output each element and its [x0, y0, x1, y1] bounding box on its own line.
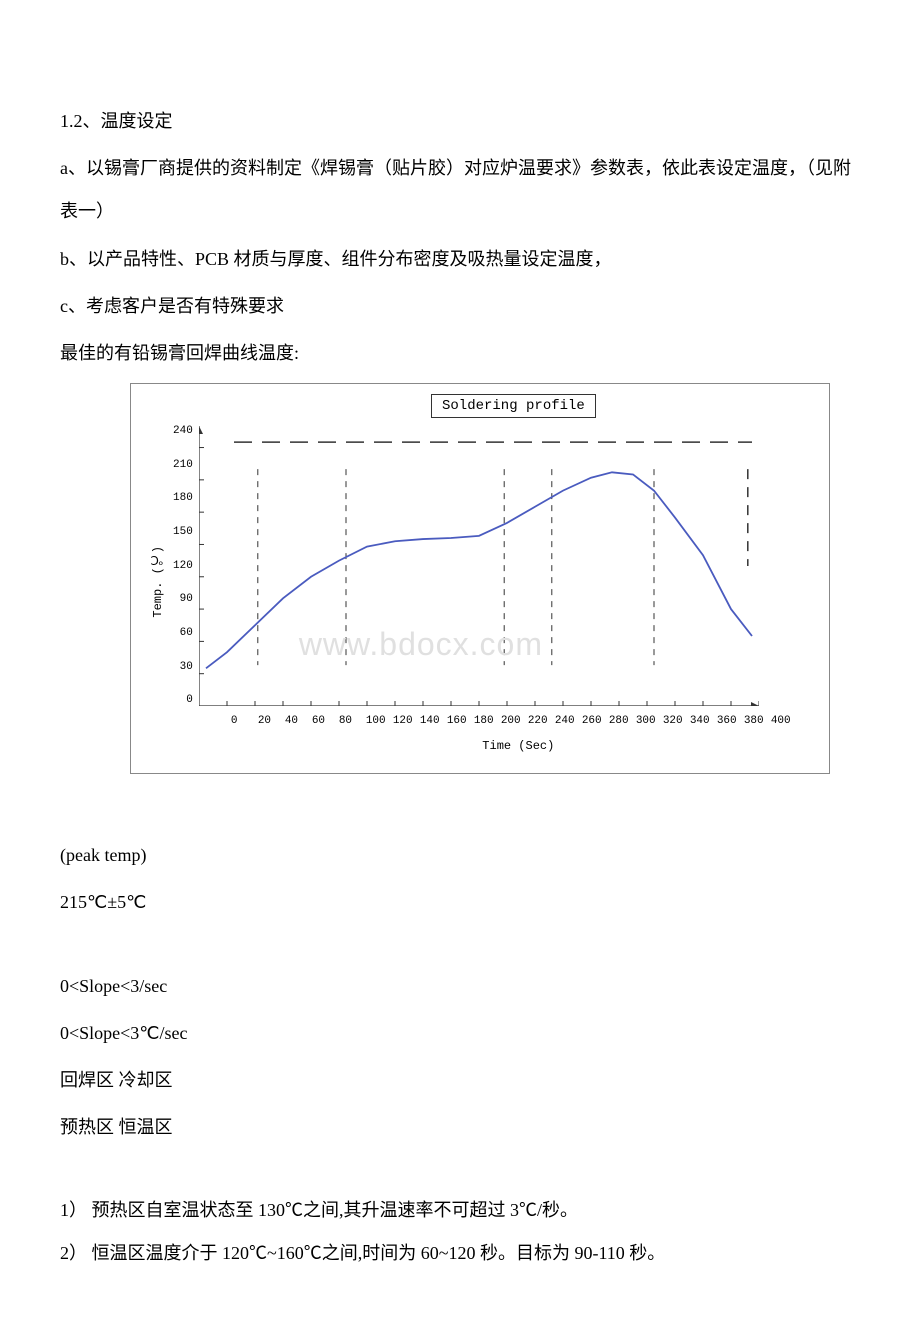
- x-tick: 340: [690, 715, 717, 727]
- paragraph-c: c、考虑客户是否有特殊要求: [60, 285, 860, 328]
- y-tick: 120: [173, 561, 193, 572]
- y-tick: 150: [173, 527, 193, 538]
- x-tick: 60: [312, 715, 339, 727]
- x-tick: 300: [636, 715, 663, 727]
- x-tick: 180: [474, 715, 501, 727]
- peak-temp-value: 215℃±5℃: [60, 881, 860, 924]
- chart-plot: www.bdocx.com: [199, 426, 798, 711]
- x-tick: 320: [663, 715, 690, 727]
- y-tick: 240: [173, 426, 193, 437]
- x-tick: 40: [285, 715, 312, 727]
- y-tick: 60: [173, 628, 193, 639]
- peak-temp-label: (peak temp): [60, 834, 860, 877]
- zones-1: 回焊区 冷却区: [60, 1059, 860, 1102]
- note-2: 2） 恒温区温度介于 120℃~160℃之间,时间为 60~120 秒。目标为 …: [60, 1232, 860, 1275]
- notes-list: 1） 预热区自室温状态至 130℃之间,其升温速率不可超过 3℃/秒。 2） 恒…: [60, 1189, 860, 1275]
- note-1: 1） 预热区自室温状态至 130℃之间,其升温速率不可超过 3℃/秒。: [60, 1189, 860, 1232]
- paragraph-b: b、以产品特性、PCB 材质与厚度、组件分布密度及吸热量设定温度，: [60, 238, 860, 281]
- section-heading: 1.2、温度设定: [60, 100, 860, 143]
- x-tick: 360: [717, 715, 744, 727]
- y-axis-ticks: 240 210 180 150 120 90 60 30 0: [173, 426, 193, 706]
- x-tick: 220: [528, 715, 555, 727]
- x-tick: 260: [582, 715, 609, 727]
- y-tick: 30: [173, 662, 193, 673]
- slope-2: 0<Slope<3℃/sec: [60, 1012, 860, 1055]
- chart-title: Soldering profile: [431, 394, 596, 418]
- chart-container: Soldering profile Temp. (℃) 240 210 180 …: [130, 383, 830, 774]
- x-tick: 160: [447, 715, 474, 727]
- x-axis-ticks: 0204060801001201401601802002202402602803…: [231, 715, 798, 727]
- x-tick: 200: [501, 715, 528, 727]
- x-tick: 240: [555, 715, 582, 727]
- y-tick: 0: [173, 695, 193, 706]
- x-tick: 380: [744, 715, 771, 727]
- soldering-profile-chart: [199, 426, 759, 706]
- x-tick: 0: [231, 715, 258, 727]
- zones-2: 预热区 恒温区: [60, 1106, 860, 1149]
- x-tick: 280: [609, 715, 636, 727]
- x-tick: 100: [366, 715, 393, 727]
- slope-1: 0<Slope<3/sec: [60, 965, 860, 1008]
- x-tick: 20: [258, 715, 285, 727]
- y-tick: 180: [173, 493, 193, 504]
- y-axis-label: Temp. (℃): [151, 546, 165, 618]
- x-tick: 120: [393, 715, 420, 727]
- x-axis-label: Time (Sec): [239, 739, 798, 753]
- paragraph-a: a、以锡膏厂商提供的资料制定《焊锡膏（贴片胶）对应炉温要求》参数表，依此表设定温…: [60, 147, 860, 233]
- y-tick: 210: [173, 460, 193, 471]
- x-tick: 400: [771, 715, 798, 727]
- paragraph-best: 最佳的有铅锡膏回焊曲线温度:: [60, 332, 860, 375]
- x-tick: 140: [420, 715, 447, 727]
- x-tick: 80: [339, 715, 366, 727]
- y-tick: 90: [173, 594, 193, 605]
